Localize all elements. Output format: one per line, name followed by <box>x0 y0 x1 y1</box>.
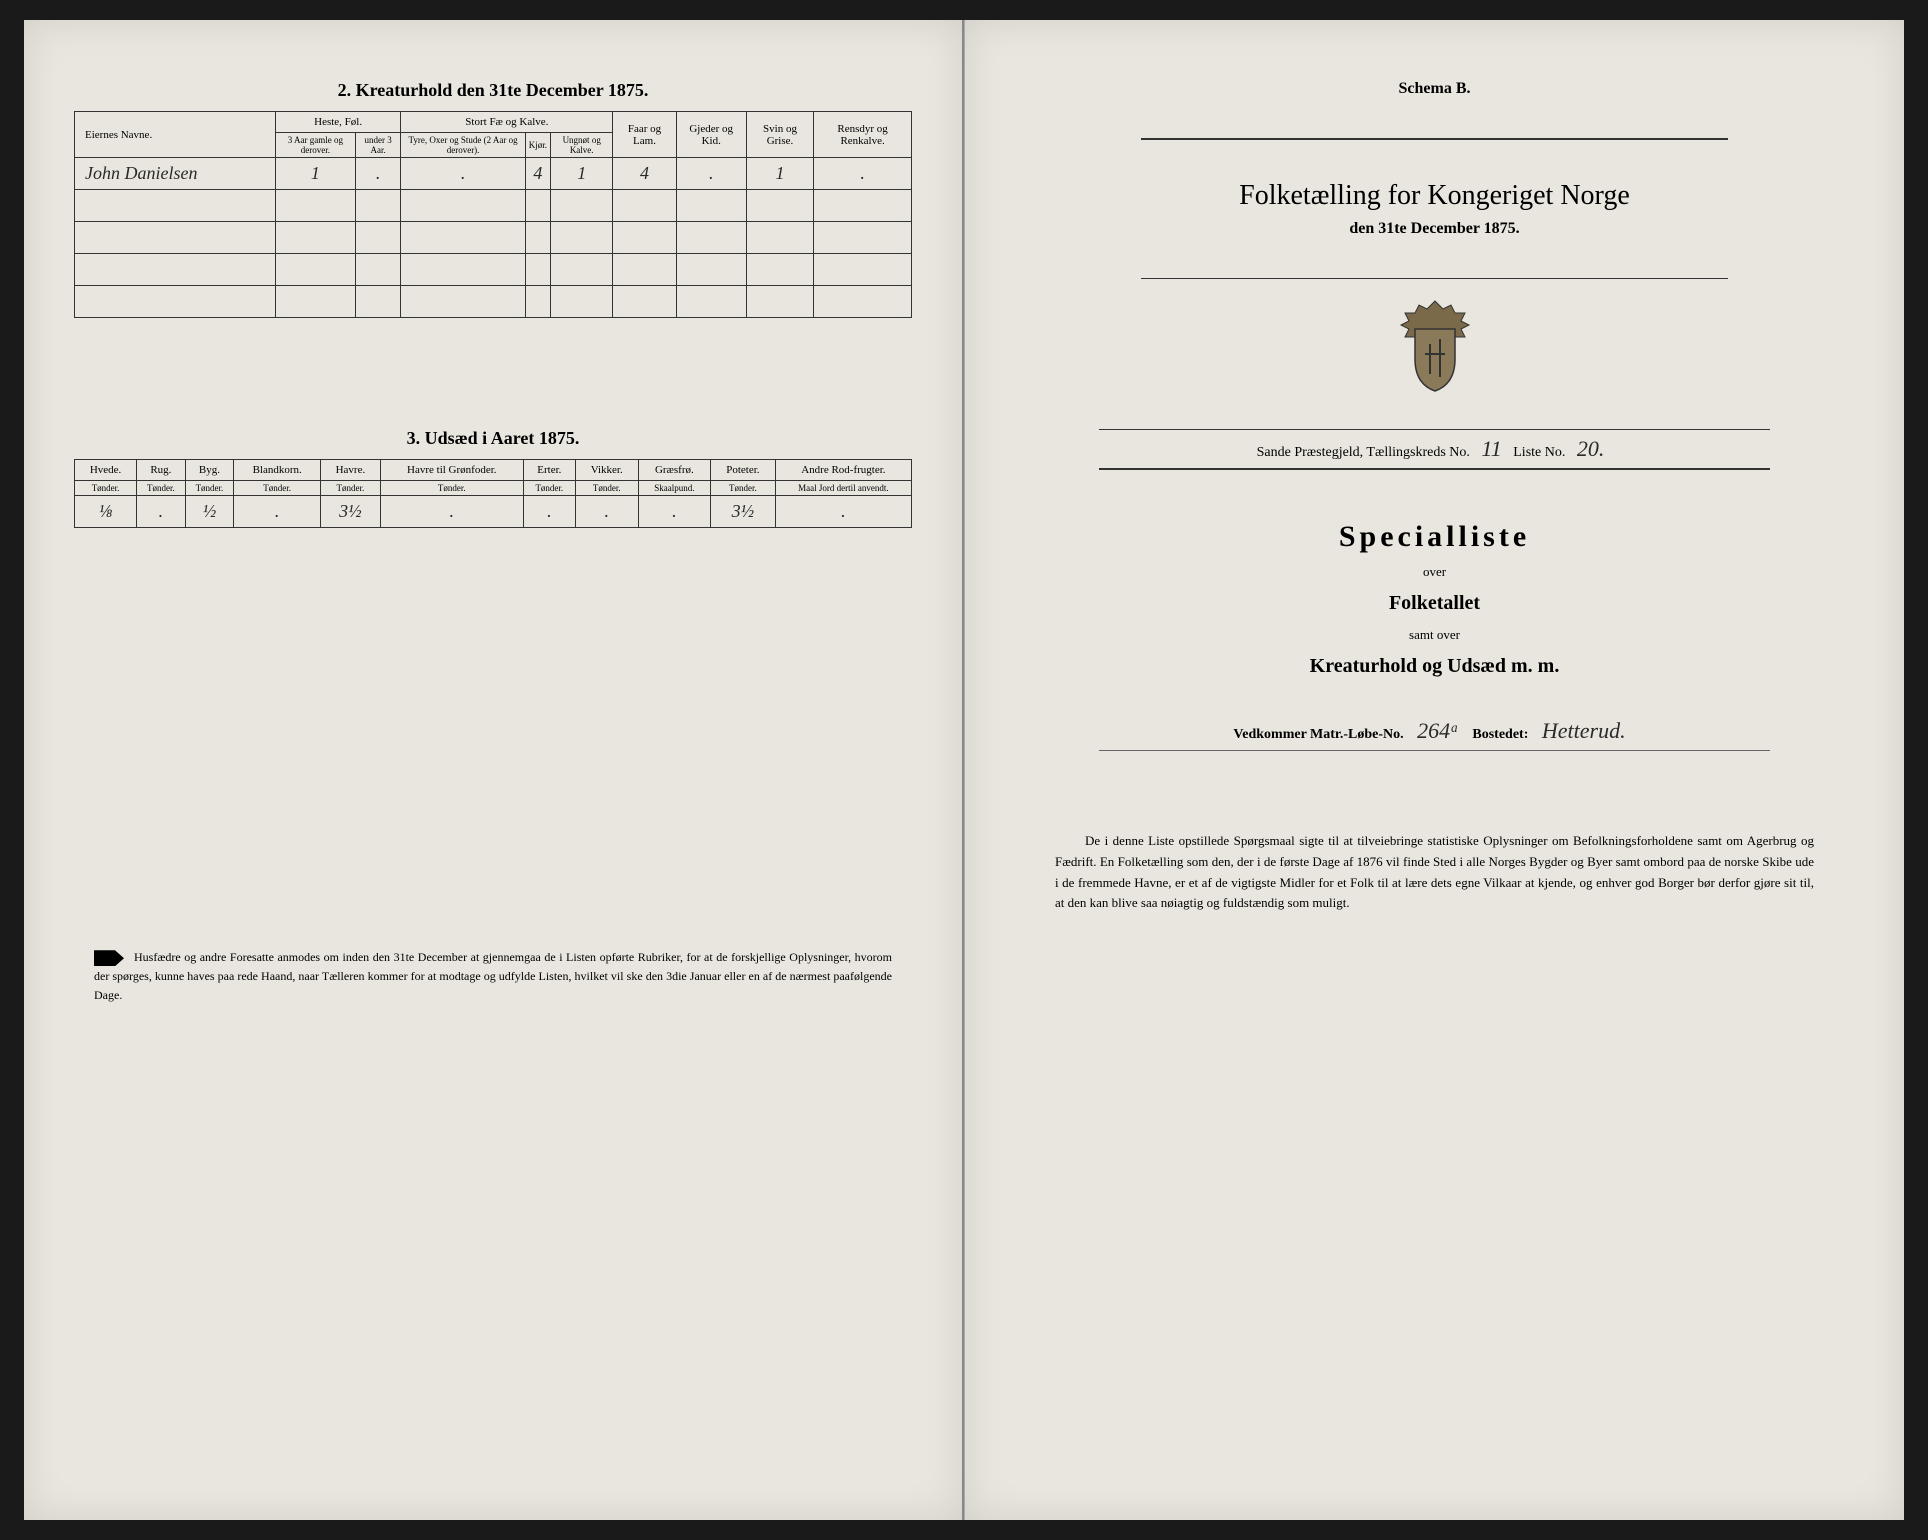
schema-label: Schema B. <box>1015 80 1854 98</box>
cell-rensdyr: . <box>814 158 912 190</box>
cell-andre: . <box>775 496 911 528</box>
col-owner: Eiernes Navne. <box>75 112 276 158</box>
bosted-name: Hetterud. <box>1542 718 1626 743</box>
unit: Tønder. <box>523 481 575 496</box>
right-footer-text: De i denne Liste opstillede Spørgsmaal s… <box>1055 831 1814 914</box>
table-row <box>75 286 912 318</box>
table-row: John Danielsen 1 . . 4 1 4 . 1 . <box>75 158 912 190</box>
col-havre-gron: Havre til Grønfoder. <box>380 460 523 481</box>
col-havre: Havre. <box>321 460 381 481</box>
unit: Tønder. <box>575 481 638 496</box>
matr-label-b: Bostedet: <box>1472 727 1528 742</box>
cell-svin: 1 <box>746 158 813 190</box>
left-footer-text: Husfædre og andre Foresatte anmodes om i… <box>94 950 892 1002</box>
col-erter: Erter. <box>523 460 575 481</box>
kreaturhold-label: Kreaturhold og Udsæd m. m. <box>1015 655 1854 678</box>
sub-stort-c: Ungnøt og Kalve. <box>551 133 613 158</box>
livestock-table: Eiernes Navne. Heste, Føl. Stort Fæ og K… <box>74 111 912 318</box>
cell-stort-b: 4 <box>525 158 550 190</box>
col-graesfro: Græsfrø. <box>638 460 710 481</box>
pointing-hand-icon <box>94 950 124 966</box>
unit: Tønder. <box>711 481 776 496</box>
col-blandkorn: Blandkorn. <box>234 460 321 481</box>
seed-table: Hvede. Rug. Byg. Blandkorn. Havre. Havre… <box>74 459 912 528</box>
table-row <box>75 190 912 222</box>
main-title: Folketælling for Kongeriget Norge <box>1141 180 1728 212</box>
liste-label: Liste No. <box>1513 445 1565 460</box>
samt-over-label: samt over <box>1015 627 1854 643</box>
matr-label-a: Vedkommer Matr.-Løbe-No. <box>1233 727 1403 742</box>
date-line: den 31te December 1875. <box>1141 220 1728 238</box>
col-rensdyr: Rensdyr og Renkalve. <box>814 112 912 158</box>
cell-graesfro: . <box>638 496 710 528</box>
unit: Tønder. <box>137 481 186 496</box>
cell-rug: . <box>137 496 186 528</box>
cell-owner: John Danielsen <box>75 158 276 190</box>
unit: Tønder. <box>321 481 381 496</box>
cell-gjeder: . <box>676 158 746 190</box>
cell-heste-b: . <box>355 158 401 190</box>
matr-no: 264ᵃ <box>1417 718 1459 743</box>
cell-havre: 3½ <box>321 496 381 528</box>
sub-heste-a: 3 Aar gamle og derover. <box>275 133 355 158</box>
sub-stort-a: Tyre, Oxer og Stude (2 Aar og derover). <box>401 133 525 158</box>
unit: Maal Jord dertil anvendt. <box>775 481 911 496</box>
unit: Tønder. <box>185 481 234 496</box>
unit: Tønder. <box>380 481 523 496</box>
left-footer-note: Husfædre og andre Foresatte anmodes om i… <box>74 948 912 1006</box>
book-spread: 2. Kreaturhold den 31te December 1875. E… <box>24 20 1904 1520</box>
table-row <box>75 222 912 254</box>
table-row: ⅛ . ½ . 3½ . . . . 3½ . <box>75 496 912 528</box>
col-gjeder: Gjeder og Kid. <box>676 112 746 158</box>
meta-prefix: Sande Præstegjeld, Tællingskreds No. <box>1257 445 1470 460</box>
cell-faar: 4 <box>613 158 676 190</box>
liste-no: 20. <box>1577 436 1605 461</box>
table-row <box>75 254 912 286</box>
unit: Skaalpund. <box>638 481 710 496</box>
matr-line: Vedkommer Matr.-Løbe-No. 264ᵃ Bostedet: … <box>1099 718 1770 751</box>
col-byg: Byg. <box>185 460 234 481</box>
cell-havre-gron: . <box>380 496 523 528</box>
specialliste-title: Specialliste <box>1015 520 1854 554</box>
group-stort: Stort Fæ og Kalve. <box>401 112 613 133</box>
col-poteter: Poteter. <box>711 460 776 481</box>
table3-title: 3. Udsæd i Aaret 1875. <box>74 428 912 449</box>
over-label: over <box>1015 564 1854 580</box>
cell-blandkorn: . <box>234 496 321 528</box>
col-hvede: Hvede. <box>75 460 137 481</box>
cell-hvede: ⅛ <box>75 496 137 528</box>
cell-stort-c: 1 <box>551 158 613 190</box>
col-faar: Faar og Lam. <box>613 112 676 158</box>
coat-of-arms-icon <box>1015 299 1854 399</box>
left-page: 2. Kreaturhold den 31te December 1875. E… <box>24 20 964 1520</box>
cell-erter: . <box>523 496 575 528</box>
col-svin: Svin og Grise. <box>746 112 813 158</box>
unit: Tønder. <box>234 481 321 496</box>
cell-stort-a: . <box>401 158 525 190</box>
sub-heste-b: under 3 Aar. <box>355 133 401 158</box>
kreds-no: 11 <box>1481 436 1501 461</box>
meta-line: Sande Præstegjeld, Tællingskreds No. 11 … <box>1099 429 1770 470</box>
sub-stort-b: Kjør. <box>525 133 550 158</box>
right-page: Schema B. Folketælling for Kongeriget No… <box>964 20 1904 1520</box>
unit: Tønder. <box>75 481 137 496</box>
col-andre: Andre Rod-frugter. <box>775 460 911 481</box>
cell-byg: ½ <box>185 496 234 528</box>
col-vikker: Vikker. <box>575 460 638 481</box>
group-heste: Heste, Føl. <box>275 112 401 133</box>
table2-title: 2. Kreaturhold den 31te December 1875. <box>74 80 912 101</box>
cell-heste-a: 1 <box>275 158 355 190</box>
folketallet-label: Folketallet <box>1015 592 1854 615</box>
cell-vikker: . <box>575 496 638 528</box>
col-rug: Rug. <box>137 460 186 481</box>
cell-poteter: 3½ <box>711 496 776 528</box>
